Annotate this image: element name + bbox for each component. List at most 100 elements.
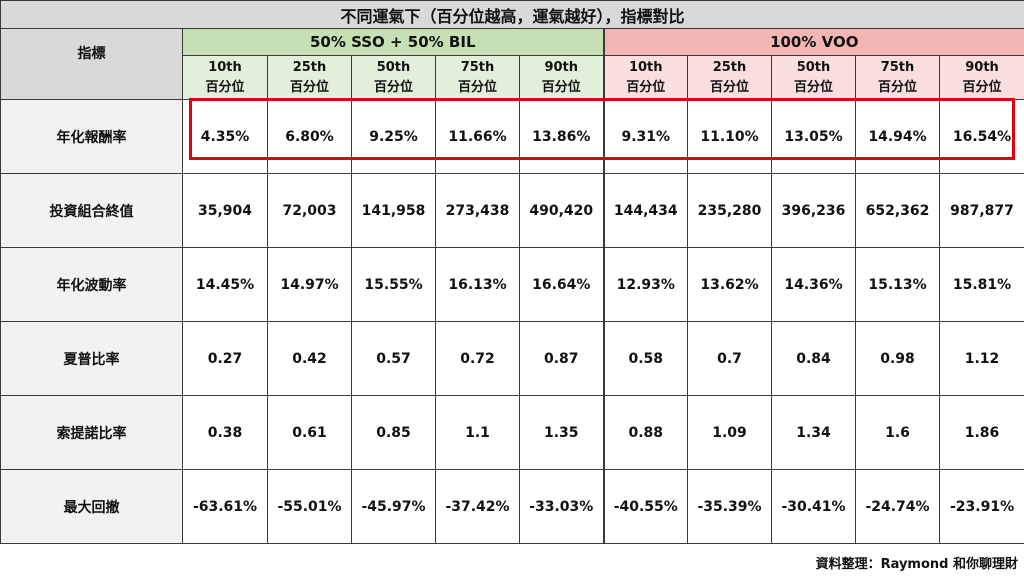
- percentile-label: 10th: [628, 59, 663, 75]
- table-cell: 14.36%: [771, 247, 856, 322]
- metric-label: 最大回撤: [0, 469, 183, 544]
- table-cell: 0.88: [602, 395, 688, 470]
- table-cell: 273,438: [435, 173, 520, 248]
- metric-label: 年化波動率: [0, 247, 183, 322]
- table-row: 夏普比率 0.27 0.42 0.57 0.72 0.87 0.58 0.7 0.84 0.98 1…: [0, 321, 1024, 396]
- table-cell: 0.84: [771, 321, 856, 396]
- table-cell: 0.98: [855, 321, 940, 396]
- percentile-unit: 百分位: [541, 79, 581, 95]
- table-row: 年化波動率 14.45% 14.97% 15.55% 16.13% 16.64% 12.93…: [0, 247, 1024, 322]
- table-cell: 1.6: [855, 395, 940, 470]
- percentile-unit: 百分位: [626, 79, 666, 95]
- table-cell: 1.34: [771, 395, 856, 470]
- table-cell: -23.91%: [938, 469, 1024, 544]
- sso-bil-percentile-header: 75th 百分位: [435, 55, 520, 100]
- table-cell: -55.01%: [267, 469, 352, 544]
- group-header-voo: 100% VOO: [602, 28, 1024, 56]
- table-row: 最大回撤 -63.61% -55.01% -45.97% -37.42% -33.03% -…: [0, 469, 1024, 544]
- table-cell: 14.94%: [855, 99, 940, 174]
- table-cell: 0.58: [602, 321, 688, 396]
- table-cell: 0.42: [267, 321, 352, 396]
- sso-bil-percentile-header: 10th 百分位: [182, 55, 268, 100]
- sso-bil-percentile-header: 25th 百分位: [267, 55, 352, 100]
- voo-percentile-header: 90th 百分位: [938, 55, 1024, 100]
- table-cell: -30.41%: [771, 469, 856, 544]
- table-cell: 16.64%: [519, 247, 604, 322]
- table-cell: -24.74%: [855, 469, 940, 544]
- metric-column-header: 指標: [0, 28, 183, 100]
- table-cell: 12.93%: [602, 247, 688, 322]
- table-cell: 11.10%: [687, 99, 772, 174]
- percentile-unit: 百分位: [709, 79, 749, 95]
- percentile-label: 75th: [880, 59, 915, 75]
- metric-label: 投資組合終值: [0, 173, 183, 248]
- percentile-label: 90th: [965, 59, 999, 75]
- table-cell: 0.87: [519, 321, 604, 396]
- metric-label: 索提諾比率: [0, 395, 183, 470]
- table-cell: 0.72: [435, 321, 520, 396]
- table-cell: 15.55%: [351, 247, 436, 322]
- table-cell: 11.66%: [435, 99, 520, 174]
- table-cell: 16.54%: [938, 99, 1024, 174]
- percentile-label: 90th: [544, 59, 579, 75]
- table-cell: 14.97%: [267, 247, 352, 322]
- voo-percentile-header: 10th 百分位: [602, 55, 688, 100]
- table-cell: 9.25%: [351, 99, 436, 174]
- table-cell: -33.03%: [519, 469, 604, 544]
- table-cell: 0.85: [351, 395, 436, 470]
- percentile-label: 50th: [796, 59, 831, 75]
- percentile-unit: 百分位: [962, 79, 1002, 95]
- percentile-header-row: 10th 百分位 25th 百分位 50th 百分位 75th 百分位 90th 百分位 10th 百…: [1, 55, 1024, 100]
- voo-percentile-header: 75th 百分位: [855, 55, 940, 100]
- table-cell: 0.57: [351, 321, 436, 396]
- table-cell: -37.42%: [435, 469, 520, 544]
- sso-bil-percentile-header: 50th 百分位: [351, 55, 436, 100]
- table-cell: 9.31%: [602, 99, 688, 174]
- table-cell: 652,362: [855, 173, 940, 248]
- table-cell: 0.61: [267, 395, 352, 470]
- table-cell: 0.7: [687, 321, 772, 396]
- table-cell: 0.27: [182, 321, 268, 396]
- percentile-label: 10th: [208, 59, 242, 75]
- voo-percentile-header: 50th 百分位: [771, 55, 856, 100]
- metric-label: 夏普比率: [0, 321, 183, 396]
- table-cell: 1.35: [519, 395, 604, 470]
- table-cell: -35.39%: [687, 469, 772, 544]
- table-cell: 987,877: [938, 173, 1024, 248]
- table-cell: 13.05%: [771, 99, 856, 174]
- table-cell: 1.86: [938, 395, 1024, 470]
- table-cell: 0.38: [182, 395, 268, 470]
- voo-percentile-header: 25th 百分位: [687, 55, 772, 100]
- table-cell: 235,280: [687, 173, 772, 248]
- metrics-comparison-table: 不同運氣下（百分位越高，運氣越好），指標對比 指標 50% SSO + 50% …: [0, 0, 1024, 544]
- table-cell: 72,003: [267, 173, 352, 248]
- table-cell: 6.80%: [267, 99, 352, 174]
- table-cell: 35,904: [182, 173, 268, 248]
- table-cell: 16.13%: [435, 247, 520, 322]
- percentile-label: 25th: [292, 59, 327, 75]
- table-cell: 396,236: [771, 173, 856, 248]
- percentile-label: 25th: [712, 59, 747, 75]
- table-cell: 1.09: [687, 395, 772, 470]
- percentile-label: 50th: [376, 59, 411, 75]
- percentile-unit: 百分位: [205, 79, 245, 95]
- table-cell: 13.86%: [519, 99, 604, 174]
- table-body: 年化報酬率 4.35% 6.80% 9.25% 11.66% 13.86% 9.31% 11.…: [0, 99, 1024, 544]
- percentile-unit: 百分位: [289, 79, 329, 95]
- table-row: 年化報酬率 4.35% 6.80% 9.25% 11.66% 13.86% 9.31% 11.…: [0, 99, 1024, 174]
- table-cell: -45.97%: [351, 469, 436, 544]
- table-cell: -63.61%: [182, 469, 268, 544]
- table-row: 投資組合終值 35,904 72,003 141,958 273,438 490,420 1…: [0, 173, 1024, 248]
- table-cell: 1.12: [938, 321, 1024, 396]
- source-footer: 資料整理：Raymond 和你聊理財: [815, 557, 1018, 572]
- table-cell: 141,958: [351, 173, 436, 248]
- sso-bil-percentile-header: 90th 百分位: [519, 55, 604, 100]
- table-cell: 15.13%: [855, 247, 940, 322]
- percentile-label: 75th: [460, 59, 495, 75]
- table-cell: 490,420: [519, 173, 604, 248]
- percentile-unit: 百分位: [793, 79, 833, 95]
- table-cell: 1.1: [435, 395, 520, 470]
- group-header-sso-bil: 50% SSO + 50% BIL: [182, 28, 604, 56]
- table-cell: -40.55%: [602, 469, 688, 544]
- table-cell: 13.62%: [687, 247, 772, 322]
